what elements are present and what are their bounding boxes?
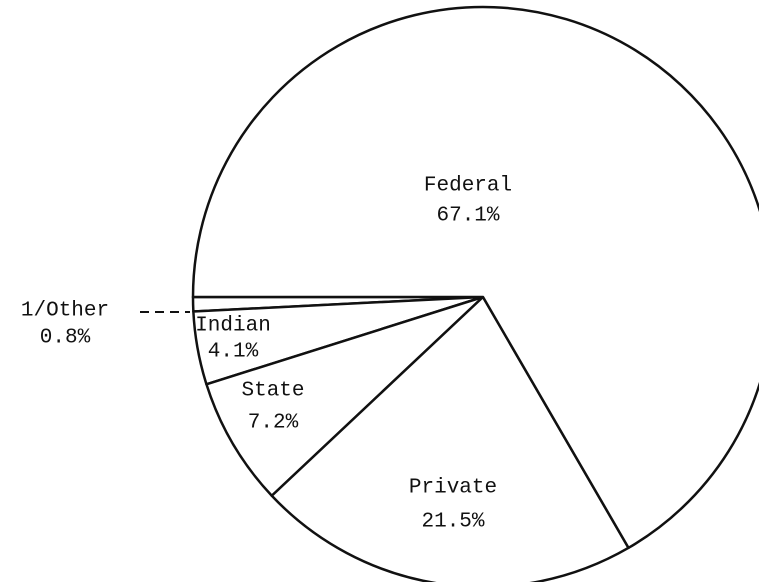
slice-value-label: 0.8% xyxy=(40,327,91,350)
slice-label: Indian xyxy=(195,315,271,338)
slice-value-label: 67.1% xyxy=(436,205,499,228)
slice xyxy=(191,5,759,550)
slice xyxy=(270,295,630,582)
slice-label: 1/Other xyxy=(21,300,109,323)
slice xyxy=(205,295,485,497)
slice-value-label: 21.5% xyxy=(421,511,484,534)
slice-value-label: 4.1% xyxy=(208,341,259,364)
slice-label: State xyxy=(241,380,304,403)
slice-value-label: 7.2% xyxy=(248,412,299,435)
slice-label: Private xyxy=(409,477,497,500)
slice-label: Federal xyxy=(424,175,512,198)
